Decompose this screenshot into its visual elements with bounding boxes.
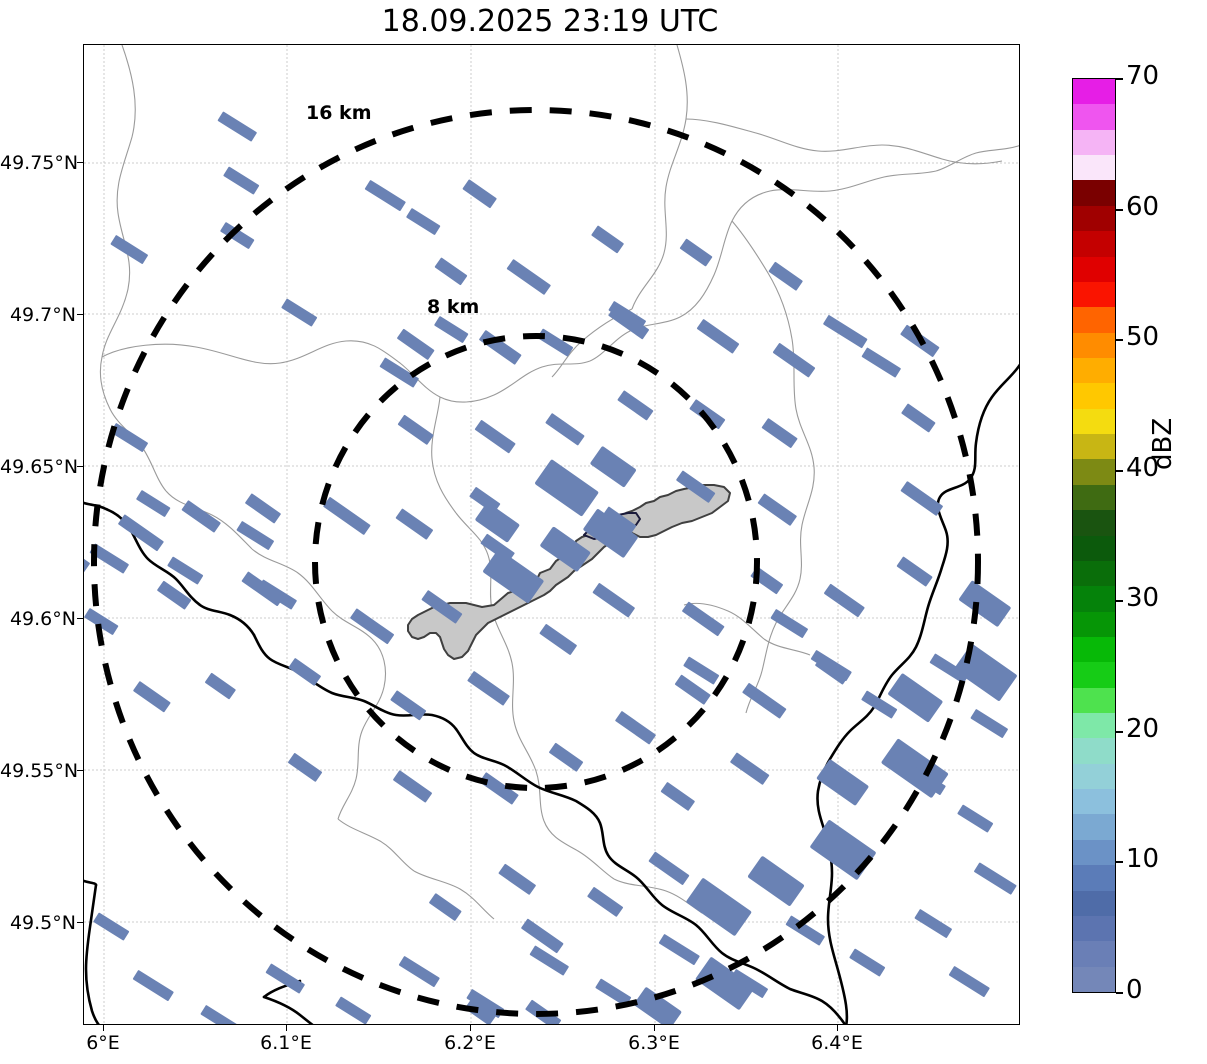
colorbar-band [1073,79,1115,105]
page-title: 18.09.2025 23:19 UTC [381,4,719,39]
xtick-label-2: 6.2°E [444,1032,496,1054]
colorbar-band [1073,306,1115,333]
urban-area-polygon [407,484,731,660]
colorbar-band [1073,661,1115,688]
radar-map-plot[interactable]: 16 km 8 km [83,44,1020,1025]
colorbar-band [1073,940,1115,967]
xtick-mark-1 [286,1025,288,1031]
colorbar-band [1073,509,1115,536]
range-ring-label-8km: 8 km [427,296,479,318]
ytick-mark-0 [77,162,83,164]
ytick-label-2: 49.65°N [0,456,79,478]
colorbar-band [1073,585,1115,612]
colorbar-band [1073,230,1115,257]
xtick-label-3: 6.3°E [628,1032,680,1054]
ytick-mark-1 [77,314,83,316]
xtick-mark-4 [837,1025,839,1031]
reflectivity-colorbar[interactable] [1072,78,1116,993]
xtick-mark-3 [654,1025,656,1031]
cbtick-label-5: 50 [1126,322,1160,352]
xtick-label-1: 6.1°E [260,1032,312,1054]
colorbar-axis-label: dBZ [1148,417,1178,470]
colorbar-band [1073,154,1115,181]
ytick-mark-4 [77,770,83,772]
ytick-label-1: 49.7°N [9,304,76,326]
xtick-mark-2 [470,1025,472,1031]
colorbar-band [1073,255,1115,282]
colorbar-band [1073,838,1115,866]
ytick-mark-3 [77,618,83,620]
range-ring-16km [91,107,981,1017]
colorbar-band [1073,889,1115,916]
cbtick-label-0: 0 [1126,975,1143,1005]
colorbar-band [1073,128,1115,156]
colorbar-band [1073,179,1115,206]
cbtick-mark-1 [1116,861,1123,863]
range-rings [91,107,981,1017]
cbtick-mark-0 [1116,992,1123,994]
xtick-label-0: 6°E [86,1032,120,1054]
colorbar-band [1073,458,1115,485]
minor-boundaries [99,45,1019,920]
cbtick-label-1: 10 [1126,844,1160,874]
ytick-label-0: 49.75°N [0,152,79,174]
cbtick-mark-4 [1116,470,1123,472]
colorbar-band [1073,331,1115,358]
range-ring-8km [312,333,760,791]
ytick-mark-2 [77,466,83,468]
colorbar-band [1073,813,1115,840]
colorbar-band [1073,788,1115,815]
cbtick-label-6: 60 [1126,192,1160,222]
colorbar-band [1073,483,1115,511]
xtick-label-4: 6.4°E [811,1032,863,1054]
colorbar-band [1073,534,1115,561]
range-ring-label-16km: 16 km [306,102,372,124]
colorbar-band [1073,635,1115,663]
ytick-mark-5 [77,922,83,924]
cbtick-mark-7 [1116,78,1123,80]
colorbar-band [1073,356,1115,384]
cbtick-label-3: 30 [1126,583,1160,613]
cbtick-mark-6 [1116,209,1123,211]
colorbar-band [1073,103,1115,130]
colorbar-band [1073,762,1115,790]
ytick-label-4: 49.55°N [0,760,79,782]
cbtick-label-4: 40 [1126,453,1160,483]
colorbar-band [1073,914,1115,942]
radar-echo-layer [84,111,1017,1024]
map-canvas: 16 km 8 km [84,45,1019,1024]
colorbar-band [1073,204,1115,232]
ytick-label-5: 49.5°N [9,912,76,934]
ytick-label-3: 49.6°N [9,608,76,630]
colorbar-band [1073,382,1115,409]
national-border [84,363,1019,1024]
colorbar-band [1073,432,1115,460]
colorbar-band [1073,280,1115,308]
cbtick-mark-2 [1116,731,1123,733]
cbtick-label-7: 70 [1126,61,1160,91]
colorbar-band [1073,407,1115,435]
colorbar-band [1073,559,1115,587]
colorbar-band [1073,711,1115,739]
cbtick-mark-5 [1116,339,1123,341]
colorbar-band [1073,686,1115,714]
cbtick-mark-3 [1116,600,1123,602]
colorbar-band [1073,864,1115,891]
colorbar-band [1073,965,1115,992]
cbtick-label-2: 20 [1126,714,1160,744]
colorbar-band [1073,610,1115,637]
xtick-mark-0 [103,1025,105,1031]
colorbar-band [1073,737,1115,764]
